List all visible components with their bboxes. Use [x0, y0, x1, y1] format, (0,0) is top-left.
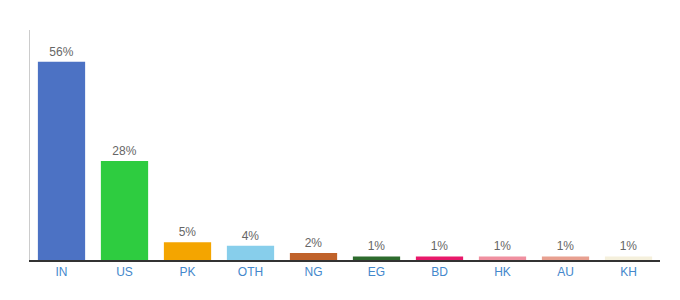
- svg-text:28%: 28%: [112, 144, 136, 158]
- svg-text:5%: 5%: [179, 225, 197, 239]
- svg-text:56%: 56%: [49, 45, 73, 59]
- svg-text:OTH: OTH: [238, 265, 263, 279]
- svg-text:HK: HK: [494, 265, 511, 279]
- svg-text:US: US: [116, 265, 133, 279]
- svg-text:PK: PK: [179, 265, 195, 279]
- svg-text:1%: 1%: [431, 239, 449, 253]
- svg-text:1%: 1%: [368, 239, 386, 253]
- svg-text:NG: NG: [305, 265, 323, 279]
- svg-text:KH: KH: [620, 265, 637, 279]
- svg-text:2%: 2%: [305, 236, 323, 250]
- svg-text:EG: EG: [368, 265, 385, 279]
- svg-text:BD: BD: [431, 265, 448, 279]
- svg-text:1%: 1%: [620, 239, 638, 253]
- svg-text:1%: 1%: [494, 239, 512, 253]
- svg-text:4%: 4%: [242, 229, 260, 243]
- svg-text:1%: 1%: [557, 239, 575, 253]
- svg-text:IN: IN: [56, 265, 68, 279]
- svg-text:AU: AU: [557, 265, 574, 279]
